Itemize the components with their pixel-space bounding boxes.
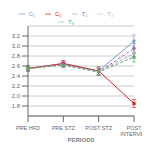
svg-text:PRE STZ: PRE STZ xyxy=(52,125,76,131)
svg-text:1.8: 1.8 xyxy=(12,103,21,109)
svg-text:3.0: 3.0 xyxy=(12,43,21,49)
svg-text:PRE HFD: PRE HFD xyxy=(16,125,40,131)
svg-text:PERIODS: PERIODS xyxy=(67,137,94,142)
svg-text:2.2: 2.2 xyxy=(12,83,21,89)
html-text:T₁: T₁ xyxy=(81,11,88,17)
svg-text:2.0: 2.0 xyxy=(12,93,21,99)
html-text:C₁: C₁ xyxy=(28,11,35,17)
html-text:C₂: C₂ xyxy=(55,11,62,17)
html-text:T₂: T₂ xyxy=(107,11,114,17)
svg-text:2.8: 2.8 xyxy=(12,53,21,59)
svg-text:2.6: 2.6 xyxy=(12,63,21,69)
svg-text:3.2: 3.2 xyxy=(12,33,21,39)
svg-text:POST STZ: POST STZ xyxy=(85,125,112,131)
svg-text:2.4: 2.4 xyxy=(12,73,21,79)
svg-text:POSTINTERVEN: POSTINTERVEN xyxy=(120,125,142,137)
html-text:T₃: T₃ xyxy=(67,19,74,25)
